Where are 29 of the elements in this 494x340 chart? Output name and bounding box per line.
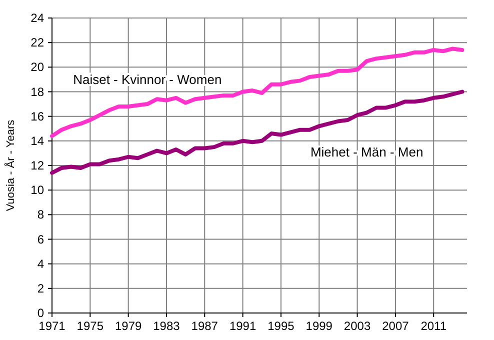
x-tick-label: 1999 bbox=[306, 319, 333, 333]
y-tick-label: 12 bbox=[30, 158, 44, 172]
y-tick-label: 2 bbox=[37, 281, 44, 296]
series-label: Naiset - Kvinnor - Women bbox=[73, 72, 222, 88]
x-tick-label: 2007 bbox=[382, 319, 410, 333]
x-tick-label: 1995 bbox=[268, 319, 295, 333]
y-tick-label: 20 bbox=[30, 60, 44, 74]
y-tick-label: 10 bbox=[30, 183, 44, 198]
y-tick-label: 6 bbox=[37, 232, 44, 246]
y-tick-label: 14 bbox=[30, 134, 44, 148]
y-tick-label: 8 bbox=[37, 208, 44, 222]
y-tick-label: 18 bbox=[30, 84, 44, 99]
x-tick-label: 2003 bbox=[344, 319, 371, 333]
y-axis-title: Vuosia - År - Years bbox=[4, 119, 17, 212]
x-tick-label: 1971 bbox=[38, 319, 66, 333]
y-tick-label: 4 bbox=[37, 256, 44, 271]
x-tick-label: 2011 bbox=[420, 319, 447, 333]
line-series bbox=[50, 90, 464, 175]
y-tick-label: 22 bbox=[30, 36, 44, 50]
y-tick-label: 0 bbox=[37, 306, 44, 320]
x-tick-label: 1987 bbox=[191, 319, 218, 333]
x-tick-label: 1975 bbox=[76, 319, 104, 333]
y-tick-label: 16 bbox=[30, 109, 44, 124]
y-tick-label: 24 bbox=[30, 11, 44, 25]
line-series bbox=[50, 46, 464, 138]
series-label: Miehet - Män - Men bbox=[310, 144, 424, 160]
x-tick-label: 1991 bbox=[229, 319, 256, 333]
x-tick-label: 1983 bbox=[153, 319, 180, 333]
x-tick-label: 1979 bbox=[114, 319, 142, 333]
